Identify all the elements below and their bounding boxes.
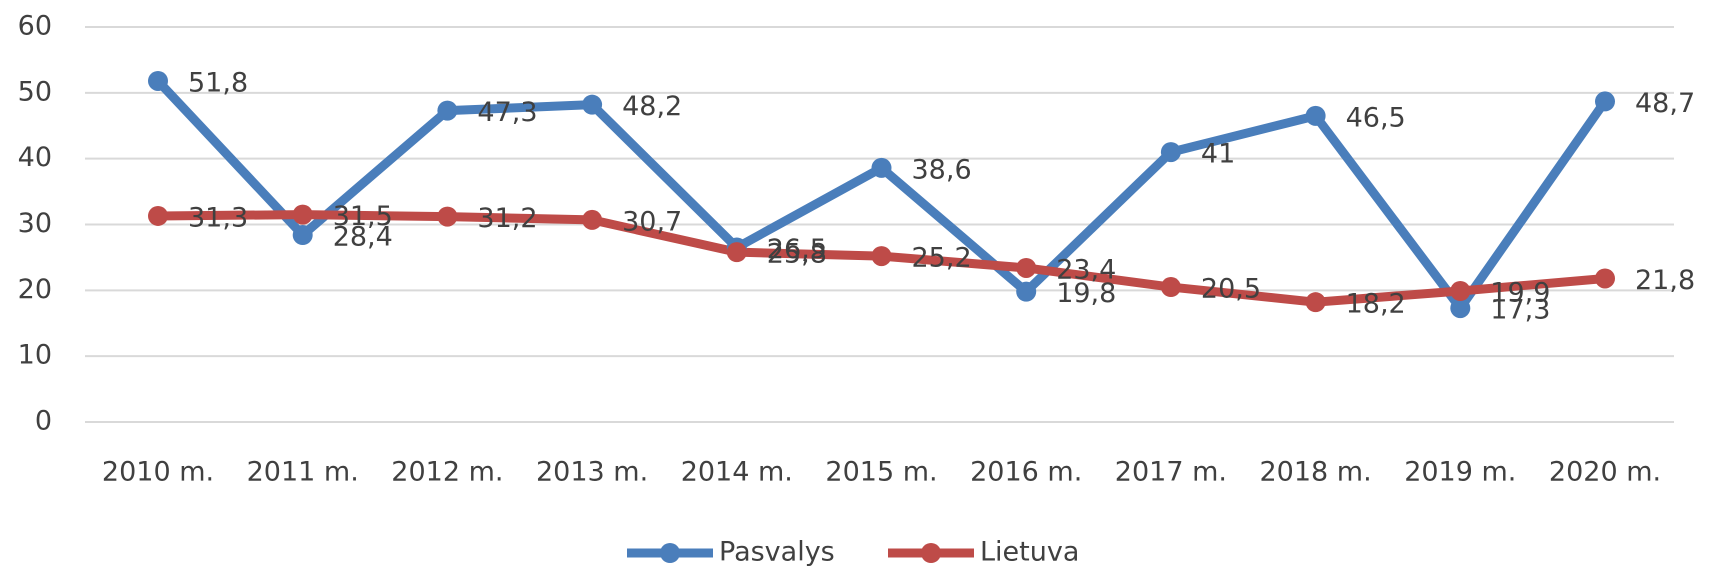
y-tick-label: 40 [18, 142, 52, 173]
point [1450, 298, 1471, 319]
data-label: 21,8 [1635, 265, 1695, 296]
x-tick-label: 2011 m. [247, 457, 359, 488]
point [1450, 280, 1471, 301]
point [871, 246, 892, 267]
data-label: 25,8 [767, 239, 827, 270]
x-tick-label: 2018 m. [1260, 457, 1372, 488]
point [292, 204, 313, 225]
data-label: 19,8 [1056, 278, 1116, 309]
point [148, 205, 168, 226]
point [1160, 277, 1181, 298]
data-label: 38,6 [912, 154, 972, 185]
point [1160, 142, 1181, 163]
data-label: 47,3 [477, 97, 537, 128]
data-label: 19,9 [1490, 277, 1550, 308]
point [1595, 91, 1615, 112]
y-tick-label: 60 [18, 11, 52, 42]
data-label: 26,5 [767, 234, 827, 265]
y-tick-label: 20 [18, 274, 52, 305]
x-tick-label: 2020 m. [1549, 457, 1661, 488]
y-tick-label: 0 [35, 406, 52, 437]
data-label: 41 [1201, 139, 1235, 170]
point [871, 157, 892, 178]
y-tick-label: 50 [18, 76, 52, 107]
point [1305, 105, 1326, 126]
point [582, 209, 603, 230]
x-tick-label: 2017 m. [1115, 457, 1227, 488]
point [292, 225, 313, 246]
x-tick-label: 2015 m. [825, 457, 937, 488]
data-label: 30,7 [622, 206, 682, 237]
point [1595, 268, 1615, 289]
point [437, 206, 458, 227]
point [1305, 292, 1326, 313]
legend-label: Pasvalys [719, 537, 835, 568]
x-tick-label: 2013 m. [536, 457, 648, 488]
point [1016, 257, 1037, 278]
x-tick-label: 2016 m. [970, 457, 1082, 488]
data-label: 28,4 [333, 222, 393, 253]
legend-marker [921, 543, 941, 563]
y-tick-label: 30 [18, 208, 52, 239]
data-label: 18,2 [1346, 289, 1406, 320]
data-label: 48,2 [622, 91, 682, 122]
data-label: 23,4 [1056, 254, 1116, 285]
legend-marker [660, 543, 680, 563]
data-label: 51,8 [188, 67, 248, 98]
legend-label: Lietuva [980, 537, 1079, 568]
data-label: 31,3 [188, 202, 248, 233]
point [582, 94, 603, 115]
point [437, 100, 458, 121]
data-label: 20,5 [1201, 274, 1261, 305]
x-tick-label: 2019 m. [1404, 457, 1516, 488]
x-tick-label: 2010 m. [102, 457, 214, 488]
point [148, 70, 168, 91]
y-tick-label: 10 [18, 340, 52, 371]
point [726, 242, 747, 263]
data-label: 46,5 [1346, 102, 1406, 133]
data-label: 25,2 [912, 243, 972, 274]
data-label: 17,3 [1490, 295, 1550, 326]
x-tick-label: 2014 m. [681, 457, 793, 488]
point [1016, 281, 1037, 302]
data-label: 31,5 [333, 201, 393, 232]
data-label: 31,2 [477, 203, 537, 234]
x-tick-label: 2012 m. [391, 457, 503, 488]
data-label: 48,7 [1635, 88, 1695, 119]
